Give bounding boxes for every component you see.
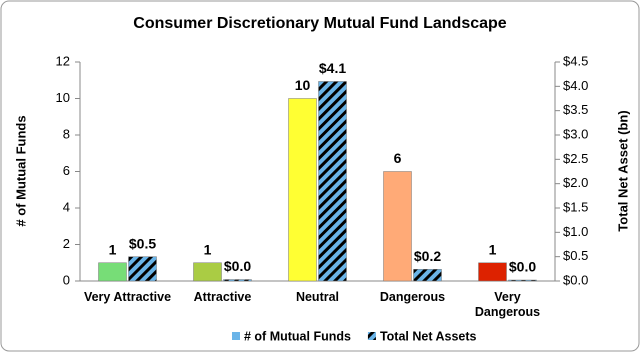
y2-tick-label: $0.5	[563, 248, 588, 263]
bar	[223, 279, 252, 282]
data-label: $0.0	[224, 258, 251, 274]
y2-tick-label: $2.5	[563, 151, 588, 166]
y2-tick-label: $4.5	[563, 53, 588, 68]
data-label: $0.0	[509, 259, 536, 275]
data-label: 1	[489, 241, 497, 257]
y2-tick-label: $1.5	[563, 199, 588, 214]
y2-tick-label: $3.5	[563, 102, 588, 117]
data-label: 1	[204, 241, 212, 257]
data-label: $0.2	[414, 248, 441, 264]
y2-axis-title: Total Net Asset (bn)	[615, 110, 630, 231]
chart-title: Consumer Discretionary Mutual Fund Lands…	[133, 15, 507, 32]
bar	[193, 262, 222, 282]
legend-swatch	[367, 332, 376, 340]
y-tick-label: 2	[63, 236, 70, 251]
data-label: 10	[295, 77, 311, 93]
y2-tick-label: $0.0	[563, 272, 588, 287]
y2-tick-label: $4.0	[563, 78, 588, 93]
data-label: $0.5	[129, 235, 156, 251]
data-label: 6	[394, 150, 402, 166]
y2-tick-label: $2.0	[563, 175, 588, 190]
bar	[508, 279, 537, 282]
y-tick-label: 12	[56, 53, 70, 68]
y2-tick-label: $3.0	[563, 126, 588, 141]
bar	[478, 262, 507, 282]
x-tick-label: Very Attractive	[83, 290, 172, 304]
data-label: $4.1	[319, 60, 346, 76]
bar	[98, 262, 127, 282]
x-tick-label: Dangerous	[379, 290, 446, 304]
bar	[318, 81, 347, 282]
y-tick-label: 6	[63, 163, 70, 178]
y-axis-title: # of Mutual Funds	[13, 115, 28, 226]
y-tick-label: 4	[63, 199, 70, 214]
x-tick-label: Attractive	[193, 290, 252, 304]
bar	[413, 269, 442, 282]
x-tick-label: Very Dangerous	[474, 290, 541, 319]
legend-swatch	[232, 332, 240, 340]
y-tick-label: 10	[56, 90, 70, 105]
x-tick-label: Neutral	[295, 290, 340, 304]
legend-label: # of Mutual Funds	[244, 329, 351, 343]
y-tick-label: 0	[63, 272, 70, 287]
legend-label: Total Net Assets	[380, 329, 477, 343]
data-label: 1	[109, 241, 117, 257]
bar	[383, 171, 412, 282]
bar	[128, 256, 157, 282]
bar	[288, 98, 317, 282]
y2-tick-label: $1.0	[563, 224, 588, 239]
y-tick-label: 8	[63, 126, 70, 141]
